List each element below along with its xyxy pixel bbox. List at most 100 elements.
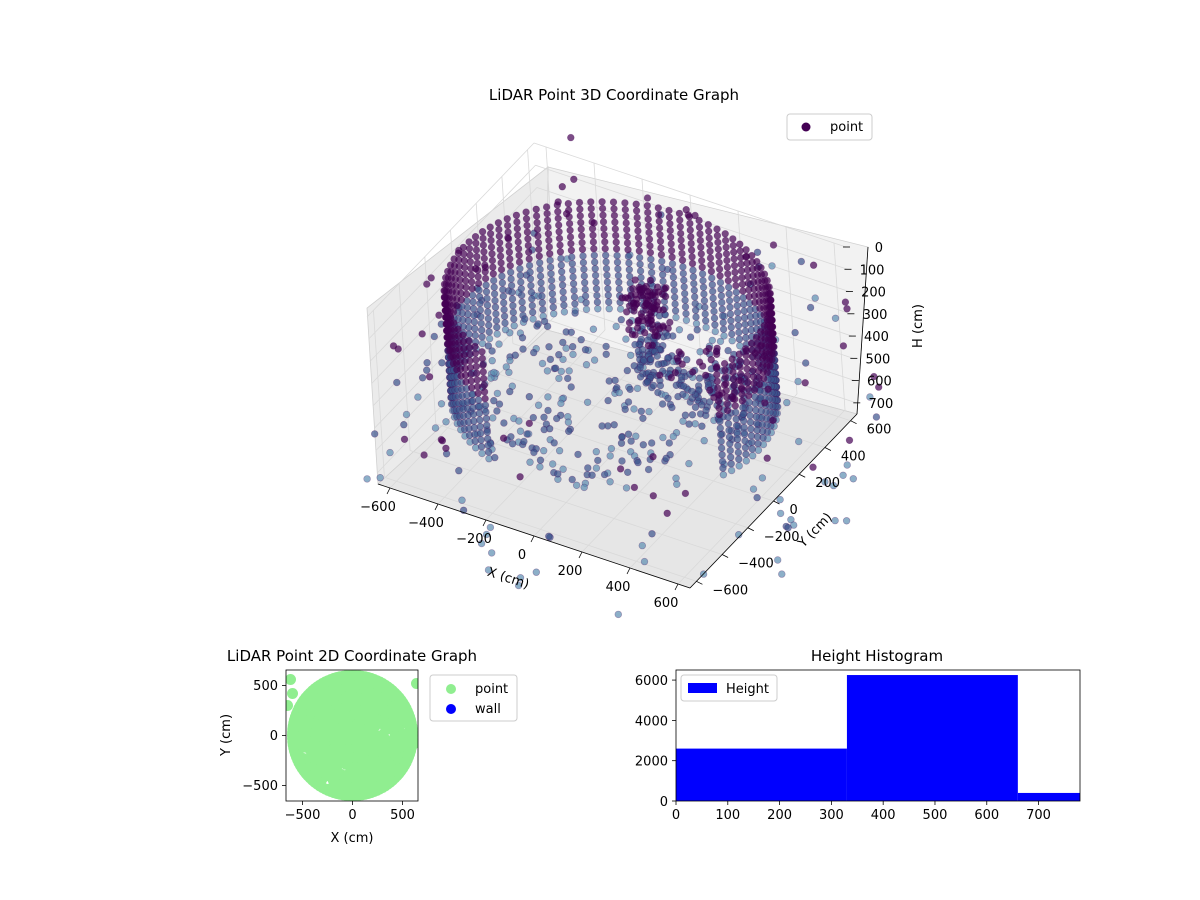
point-3d: [662, 284, 670, 292]
point-3d: [742, 450, 750, 458]
point-3d: [645, 235, 654, 243]
point-3d: [702, 406, 710, 414]
point-3d: [637, 310, 645, 318]
point-3d: [675, 326, 684, 334]
gridline: [398, 283, 411, 451]
point-3d: [588, 225, 597, 233]
point-3d: [545, 343, 553, 351]
point-3d: [691, 420, 699, 428]
point-3d: [697, 256, 706, 265]
point-3d: [446, 312, 454, 321]
point-3d: [441, 300, 450, 308]
point-3d: [638, 346, 647, 354]
point-2d: [377, 716, 389, 728]
point-3d: [712, 364, 720, 372]
point-3d: [742, 351, 750, 360]
point-3d: [612, 322, 620, 331]
point-3d: [732, 415, 740, 423]
point-3d: [744, 378, 752, 386]
point-3d: [474, 266, 482, 274]
point-2d: [331, 712, 343, 724]
point-3d: [622, 219, 630, 227]
point-3d: [503, 221, 512, 230]
point-3d: [727, 317, 735, 325]
point-3d: [484, 448, 493, 456]
point-3d: [559, 465, 567, 473]
gridline: [533, 142, 847, 248]
point-3d: [567, 328, 575, 336]
point-3d: [549, 303, 557, 311]
point-3d: [692, 313, 700, 321]
point-2d: [365, 702, 377, 714]
point-3d: [459, 243, 468, 252]
point-3d: [557, 254, 565, 263]
point-3d: [707, 261, 715, 269]
point-3d: [389, 342, 398, 350]
point-3d: [721, 236, 730, 245]
point-3d: [506, 356, 514, 365]
point-3d: [435, 311, 443, 319]
point-3d: [553, 201, 561, 209]
gridline: [677, 409, 846, 585]
point-3d: [577, 218, 585, 227]
y-tick-3d: [824, 447, 832, 451]
point-3d: [552, 414, 561, 423]
point-3d: [494, 219, 503, 227]
point-3d: [559, 294, 568, 303]
point-3d: [579, 252, 587, 260]
point-3d: [578, 238, 586, 247]
point-3d: [633, 384, 642, 393]
point-3d: [658, 400, 667, 408]
point-3d: [473, 369, 481, 377]
point-3d: [467, 271, 475, 279]
point-3d: [708, 336, 716, 345]
point-3d: [493, 323, 501, 331]
point-3d: [764, 385, 772, 393]
point-3d: [569, 273, 577, 281]
point-2d: [365, 739, 377, 751]
point-3d: [538, 292, 546, 300]
point-3d: [534, 401, 543, 409]
point-3d: [505, 248, 514, 256]
point-3d: [487, 374, 495, 382]
point-3d: [481, 401, 490, 409]
point-3d: [478, 339, 487, 348]
point-3d: [547, 270, 555, 278]
point-3d: [508, 440, 517, 448]
point-3d: [589, 325, 598, 333]
point-3d: [535, 259, 544, 267]
point-3d: [464, 337, 473, 345]
point-3d: [726, 440, 734, 448]
point-3d: [504, 228, 512, 236]
point-3d: [465, 238, 473, 246]
point-3d: [602, 264, 611, 273]
point-3d: [690, 293, 699, 301]
point-3d: [617, 439, 626, 447]
point-3d: [580, 265, 588, 273]
point-3d: [450, 319, 458, 327]
point-3d: [402, 410, 411, 419]
y-tick-label-3d: 600: [867, 423, 892, 438]
point-3d: [751, 393, 759, 401]
point-2d: [344, 721, 356, 733]
point-3d: [544, 393, 552, 401]
point-3d: [626, 351, 635, 359]
point-3d: [750, 386, 759, 394]
point-3d: [714, 397, 723, 405]
point-3d: [718, 451, 726, 459]
y-tick-label-3d: 200: [815, 476, 840, 491]
z-tick-label-3d: 400: [864, 330, 889, 345]
point-3d: [733, 435, 742, 443]
point-3d: [714, 391, 722, 399]
point-3d: [752, 406, 760, 414]
point-3d: [713, 377, 721, 385]
point-3d: [636, 363, 644, 372]
point-3d: [745, 398, 753, 406]
point-3d: [602, 258, 610, 266]
point-3d: [516, 473, 524, 481]
point-3d: [512, 211, 521, 220]
point-3d: [509, 302, 517, 310]
point-3d: [623, 232, 631, 241]
legend-label-wall-2d: wall: [475, 702, 501, 717]
point-3d: [425, 373, 434, 381]
